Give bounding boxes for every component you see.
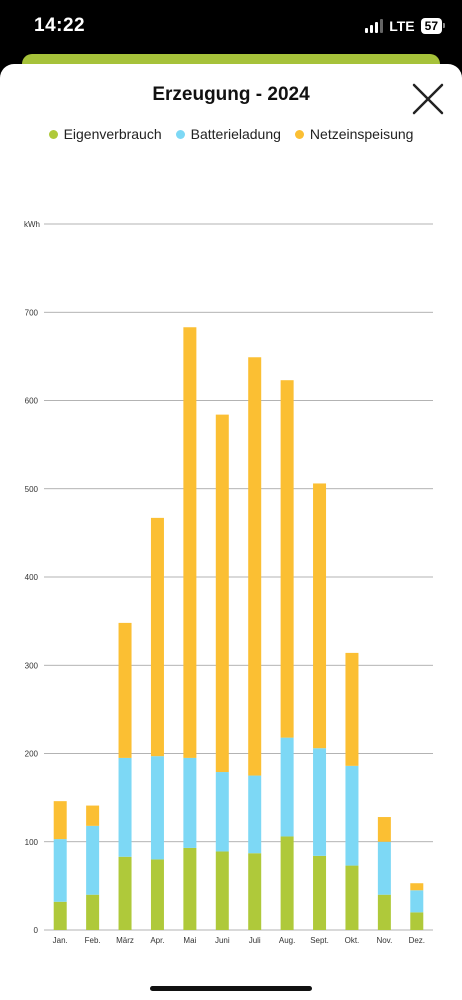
legend-item-batterieladung: Batterieladung	[175, 126, 281, 142]
bar-segment-netzeinspeisung	[215, 414, 229, 773]
legend-item-eigenverbrauch: Eigenverbrauch	[48, 126, 162, 142]
y-tick-label: 400	[25, 573, 39, 582]
bar-segment-batterieladung	[86, 825, 100, 895]
bar-segment-eigenverbrauch	[183, 847, 197, 930]
x-tick-label: Dez.	[409, 936, 425, 945]
y-axis-unit-label: kWh	[24, 220, 40, 229]
legend-label: Batterieladung	[190, 126, 281, 142]
x-tick-label: Feb.	[85, 936, 101, 945]
status-indicators: LTE 57	[365, 18, 446, 34]
signal-icon	[365, 19, 384, 33]
bar-segment-batterieladung	[313, 748, 327, 856]
bar-segment-netzeinspeisung	[53, 801, 67, 840]
close-button[interactable]	[410, 81, 446, 117]
x-tick-label: Juli	[249, 936, 261, 945]
bar-segment-netzeinspeisung	[280, 380, 294, 738]
bar-segment-eigenverbrauch	[313, 855, 327, 930]
y-tick-label: 200	[25, 750, 39, 759]
y-tick-label: 300	[25, 661, 39, 670]
x-tick-label: Okt.	[345, 936, 360, 945]
bar-segment-netzeinspeisung	[248, 357, 262, 776]
network-type: LTE	[389, 18, 415, 34]
bar-segment-batterieladung	[118, 757, 132, 857]
x-tick-label: Jan.	[53, 936, 68, 945]
bar-segment-netzeinspeisung	[313, 483, 327, 749]
bar-segment-netzeinspeisung	[183, 327, 197, 758]
bar-segment-batterieladung	[377, 841, 391, 895]
battery-icon: 57	[420, 18, 446, 34]
legend-swatch	[175, 129, 185, 139]
bar-segment-eigenverbrauch	[248, 853, 262, 930]
status-time: 14:22	[34, 15, 86, 36]
legend-label: Netzeinspeisung	[309, 126, 414, 142]
bar-segment-netzeinspeisung	[150, 517, 164, 757]
bar-segment-batterieladung	[248, 775, 262, 854]
bar-segment-batterieladung	[410, 890, 424, 913]
bar-segment-eigenverbrauch	[410, 912, 424, 930]
bar-segment-eigenverbrauch	[215, 851, 229, 930]
chart-legend: Eigenverbrauch Batterieladung Netzeinspe…	[0, 126, 462, 142]
y-tick-label: 600	[25, 397, 39, 406]
x-tick-label: März	[116, 936, 134, 945]
x-tick-label: Apr.	[150, 936, 164, 945]
x-tick-label: Nov.	[376, 936, 392, 945]
x-tick-label: Mai	[183, 936, 196, 945]
bar-segment-eigenverbrauch	[86, 894, 100, 930]
x-tick-label: Aug.	[279, 936, 295, 945]
page-title: Erzeugung - 2024	[152, 84, 310, 105]
bar-segment-eigenverbrauch	[377, 894, 391, 930]
bar-segment-eigenverbrauch	[150, 859, 164, 930]
bar-segment-batterieladung	[53, 839, 67, 902]
bar-segment-netzeinspeisung	[118, 622, 132, 758]
y-tick-label: 100	[25, 838, 39, 847]
legend-swatch	[294, 129, 304, 139]
y-tick-label: 500	[25, 485, 39, 494]
bar-segment-batterieladung	[345, 765, 359, 866]
x-tick-label: Sept.	[310, 936, 329, 945]
bar-segment-eigenverbrauch	[53, 901, 67, 930]
bar-segment-batterieladung	[215, 772, 229, 852]
bar-segment-batterieladung	[280, 737, 294, 837]
bar-segment-netzeinspeisung	[410, 883, 424, 891]
bar-segment-eigenverbrauch	[345, 865, 359, 930]
legend-item-netzeinspeisung: Netzeinspeisung	[294, 126, 414, 142]
y-tick-label: 700	[25, 308, 39, 317]
status-bar: 14:22 LTE 57	[0, 0, 462, 56]
x-tick-label: Juni	[215, 936, 230, 945]
legend-swatch	[48, 129, 58, 139]
close-icon	[412, 83, 444, 115]
bar-segment-batterieladung	[150, 756, 164, 860]
bar-segment-netzeinspeisung	[377, 817, 391, 842]
y-tick-label: 0	[34, 926, 39, 935]
bar-segment-netzeinspeisung	[345, 652, 359, 766]
home-indicator	[150, 986, 312, 991]
bar-segment-eigenverbrauch	[280, 836, 294, 930]
bar-segment-netzeinspeisung	[86, 805, 100, 826]
legend-label: Eigenverbrauch	[63, 126, 162, 142]
bar-segment-batterieladung	[183, 757, 197, 848]
bar-segment-eigenverbrauch	[118, 856, 132, 930]
